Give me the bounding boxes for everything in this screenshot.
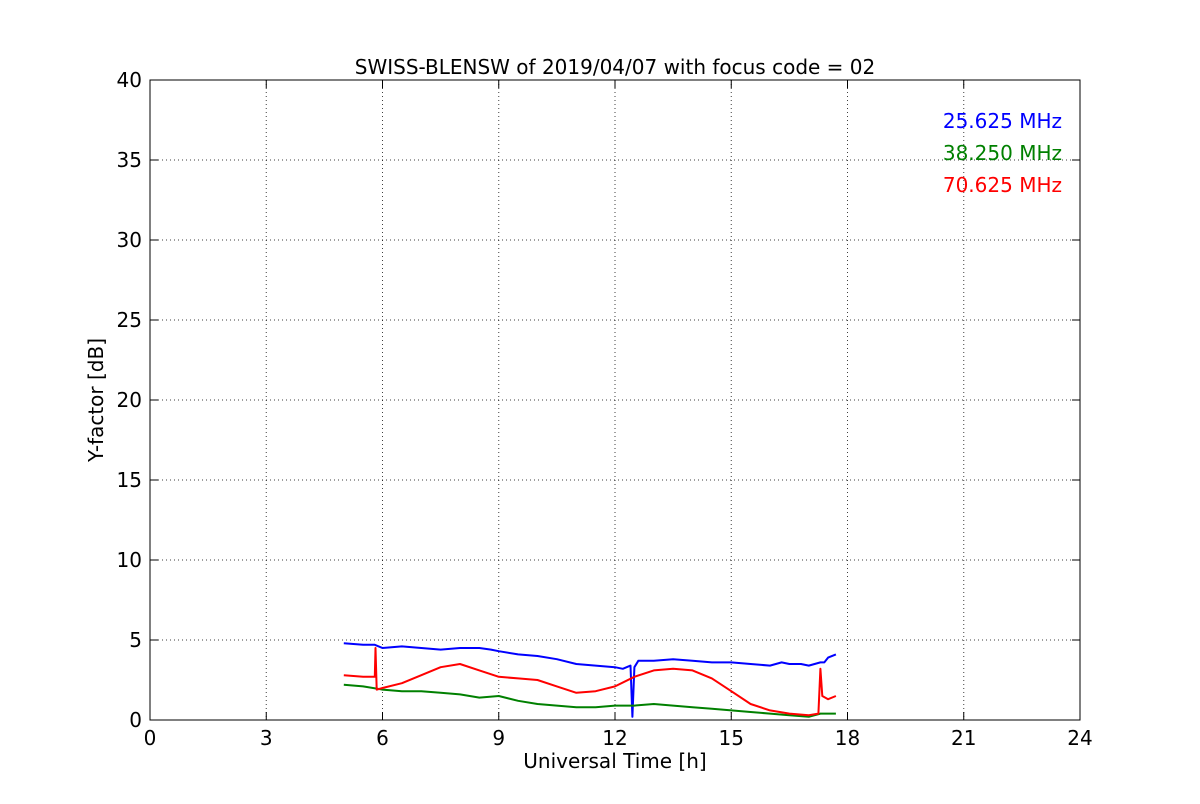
y-tick-label: 5 <box>129 628 142 652</box>
y-tick-label: 35 <box>117 148 142 172</box>
series-lines <box>343 642 837 718</box>
x-tick-label: 9 <box>492 726 505 750</box>
series-line-1 <box>343 642 837 718</box>
y-tick-label: 25 <box>117 308 142 332</box>
y-tick-label: 30 <box>117 228 142 252</box>
y-tick-label: 0 <box>129 708 142 732</box>
x-tick-label: 3 <box>260 726 273 750</box>
y-tick-label: 40 <box>117 68 142 92</box>
series-line-3 <box>343 647 837 717</box>
x-axis-label: Universal Time [h] <box>523 749 706 773</box>
y-tick-label: 15 <box>117 468 142 492</box>
x-tick-label: 24 <box>1067 726 1092 750</box>
legend: 25.625 MHz 38.250 MHz 70.625 MHz <box>943 109 1062 197</box>
chart-title: SWISS-BLENSW of 2019/04/07 with focus co… <box>355 55 876 79</box>
grid <box>150 80 1080 720</box>
x-tick-label: 0 <box>144 726 157 750</box>
legend-entry-2: 38.250 MHz <box>943 141 1062 165</box>
x-tick-label: 21 <box>951 726 976 750</box>
legend-entry-3: 70.625 MHz <box>943 173 1062 197</box>
x-tick-label: 12 <box>602 726 627 750</box>
legend-entry-1: 25.625 MHz <box>943 109 1062 133</box>
x-tick-label: 15 <box>719 726 744 750</box>
series-line-2 <box>343 683 836 718</box>
y-tick-label: 20 <box>117 388 142 412</box>
axis-ticks: 0 3 6 9 12 15 18 21 24 0 5 10 15 20 25 30 35 40 <box>117 68 1093 750</box>
y-axis-label: Y-factor [dB] <box>84 338 108 463</box>
y-tick-label: 10 <box>117 548 142 572</box>
x-tick-label: 6 <box>376 726 389 750</box>
x-tick-label: 18 <box>835 726 860 750</box>
